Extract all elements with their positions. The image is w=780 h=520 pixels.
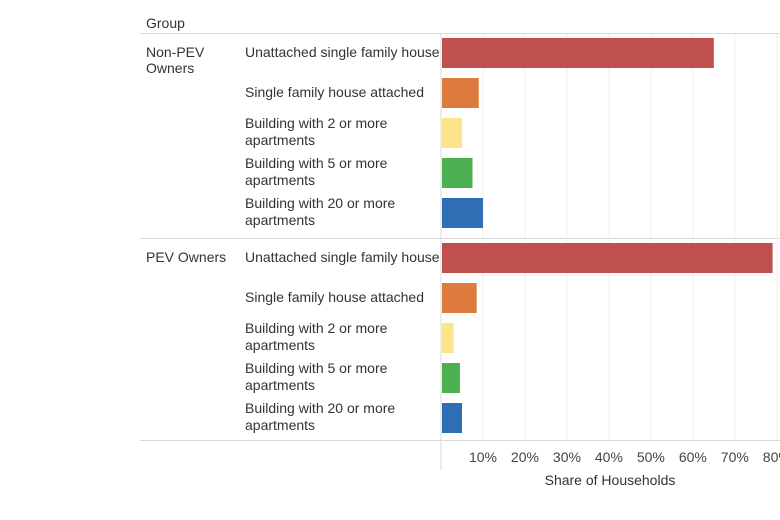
group-label-non-pev-owners: Non-PEV Owners <box>146 44 205 76</box>
x-tick-label: 40% <box>595 449 623 465</box>
category-label: Building with 2 or more apartments <box>245 320 388 353</box>
bar <box>442 198 483 228</box>
x-tick-label: 30% <box>553 449 581 465</box>
group-column-header: Group <box>146 15 185 31</box>
category-label: Building with 20 or more apartments <box>245 195 396 228</box>
bar <box>442 78 479 108</box>
x-tick-label: 10% <box>469 449 497 465</box>
bar <box>442 243 773 273</box>
bar <box>442 283 477 313</box>
category-label: Unattached single family house <box>245 248 440 265</box>
bar <box>442 38 714 68</box>
x-axis-title: Share of Households <box>544 472 676 488</box>
bar <box>442 158 473 188</box>
category-label: Building with 2 or more apartments <box>245 115 388 148</box>
x-tick-label: 20% <box>511 449 539 465</box>
x-tick-label: 80% <box>763 449 780 465</box>
x-tick-label: 70% <box>721 449 749 465</box>
category-label: Single family house attached <box>245 83 424 100</box>
category-label: Unattached single family house <box>245 43 440 60</box>
category-label: Single family house attached <box>245 288 424 305</box>
bar <box>442 363 460 393</box>
axis-divider <box>140 440 780 441</box>
category-label: Building with 5 or more apartments <box>245 155 388 188</box>
x-tick-label: 60% <box>679 449 707 465</box>
category-label: Building with 20 or more apartments <box>245 400 396 433</box>
bar <box>442 323 454 353</box>
x-tick-label: 50% <box>637 449 665 465</box>
header-divider <box>140 33 780 34</box>
group-label-pev-owners: PEV Owners <box>146 249 227 265</box>
group-divider <box>140 238 780 239</box>
category-label: Building with 5 or more apartments <box>245 360 388 393</box>
bar <box>442 403 462 433</box>
bar <box>442 118 462 148</box>
